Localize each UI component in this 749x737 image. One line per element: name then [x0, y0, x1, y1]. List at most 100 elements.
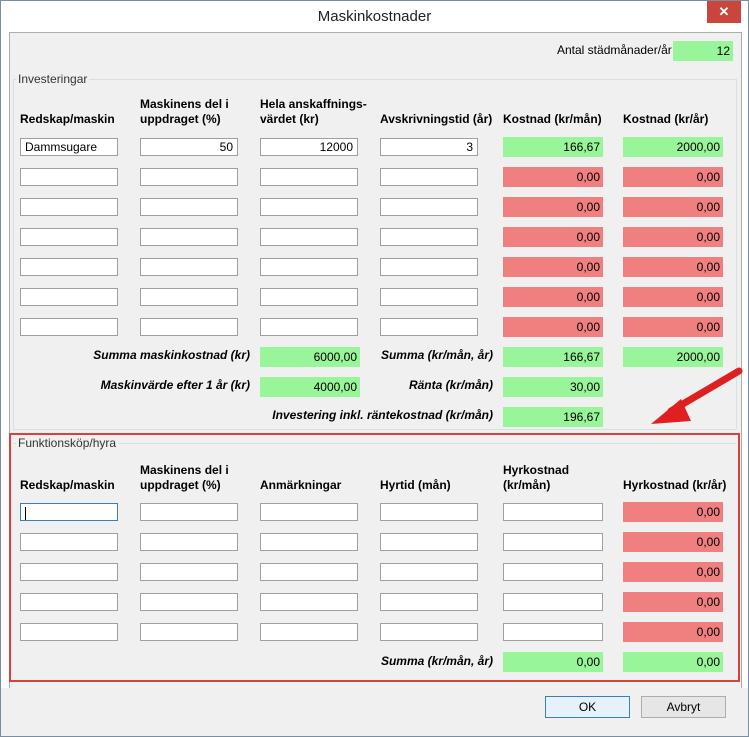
- rent-cost-input[interactable]: [503, 563, 603, 581]
- inv-years-input[interactable]: [380, 168, 478, 186]
- rent-header-notes: Anmärkningar: [260, 478, 342, 492]
- inv-share-input[interactable]: [140, 168, 238, 186]
- ok-button[interactable]: OK: [545, 696, 630, 718]
- inv-header-per-month: Kostnad (kr/mån): [503, 112, 602, 126]
- rent-sum-year: 0,00: [623, 652, 723, 672]
- inv-share-input[interactable]: [140, 288, 238, 306]
- inv-years-input[interactable]: [380, 318, 478, 336]
- total-label: Investering inkl. räntekostnad (kr/mån): [272, 408, 493, 422]
- inv-header-tool: Redskap/maskin: [20, 112, 115, 126]
- rent-cost-input[interactable]: [503, 623, 603, 641]
- inv-years-input[interactable]: [380, 138, 478, 156]
- inv-header-value: Hela anskaffnings-värdet (kr): [260, 97, 367, 126]
- rent-notes-input[interactable]: [260, 503, 358, 521]
- rent-notes-input[interactable]: [260, 593, 358, 611]
- inv-header-share: Maskinens del i uppdraget (%): [140, 97, 229, 126]
- inv-per-month-value: 0,00: [503, 227, 603, 247]
- annotation-box: [9, 433, 740, 682]
- inv-per-month-value: 0,00: [503, 317, 603, 337]
- close-icon[interactable]: ✕: [707, 1, 741, 23]
- rent-header-per-year: Hyrkostnad (kr/år): [623, 478, 727, 492]
- inv-per-year-value: 0,00: [623, 287, 723, 307]
- inv-value-input[interactable]: [260, 138, 358, 156]
- rent-per-year-value: 0,00: [623, 592, 723, 612]
- rent-tool-input[interactable]: [20, 623, 118, 641]
- inv-per-year-value: 2000,00: [623, 137, 723, 157]
- rent-header-share: Maskinens del i uppdraget (%): [140, 463, 229, 492]
- inv-sum-label: Summa (kr/mån, år): [380, 348, 493, 362]
- rent-tool-input[interactable]: [20, 593, 118, 611]
- inv-tool-input[interactable]: [20, 138, 118, 156]
- inv-per-month-value: 0,00: [503, 167, 603, 187]
- rent-cost-input[interactable]: [503, 503, 603, 521]
- inv-share-input[interactable]: [140, 318, 238, 336]
- button-bar: OK Avbryt: [1, 688, 748, 736]
- rent-cost-input[interactable]: [503, 533, 603, 551]
- rent-period-input[interactable]: [380, 563, 478, 581]
- inv-value-input[interactable]: [260, 258, 358, 276]
- inv-share-input[interactable]: [140, 138, 238, 156]
- rent-per-year-value: 0,00: [623, 532, 723, 552]
- machine-value-label: Maskinvärde efter 1 år (kr): [100, 378, 250, 392]
- inv-tool-input[interactable]: [20, 198, 118, 216]
- rent-period-input[interactable]: [380, 593, 478, 611]
- interest-value: 30,00: [503, 377, 603, 397]
- rent-share-input[interactable]: [140, 503, 238, 521]
- rent-tool-input[interactable]: [20, 533, 118, 551]
- rent-tool-input[interactable]: [20, 503, 118, 521]
- rent-period-input[interactable]: [380, 503, 478, 521]
- rent-notes-input[interactable]: [260, 563, 358, 581]
- inv-per-year-value: 0,00: [623, 167, 723, 187]
- rent-notes-input[interactable]: [260, 623, 358, 641]
- sum-machine-value: 6000,00: [260, 347, 360, 367]
- inv-share-input[interactable]: [140, 228, 238, 246]
- rent-share-input[interactable]: [140, 623, 238, 641]
- inv-years-input[interactable]: [380, 228, 478, 246]
- rent-cost-input[interactable]: [503, 593, 603, 611]
- inv-value-input[interactable]: [260, 228, 358, 246]
- inv-tool-input[interactable]: [20, 318, 118, 336]
- rent-share-input[interactable]: [140, 563, 238, 581]
- interest-label: Ränta (kr/mån): [408, 378, 493, 392]
- rent-per-year-value: 0,00: [623, 502, 723, 522]
- rent-share-input[interactable]: [140, 593, 238, 611]
- rent-per-year-value: 0,00: [623, 622, 723, 642]
- inv-years-input[interactable]: [380, 258, 478, 276]
- inv-per-month-value: 0,00: [503, 197, 603, 217]
- inv-value-input[interactable]: [260, 318, 358, 336]
- rent-header-period: Hyrtid (mån): [380, 478, 451, 492]
- inv-value-input[interactable]: [260, 168, 358, 186]
- rent-period-input[interactable]: [380, 533, 478, 551]
- rent-notes-input[interactable]: [260, 533, 358, 551]
- inv-years-input[interactable]: [380, 198, 478, 216]
- inv-per-month-value: 166,67: [503, 137, 603, 157]
- machine-value: 4000,00: [260, 377, 360, 397]
- inv-sum-year: 2000,00: [623, 347, 723, 367]
- inv-years-input[interactable]: [380, 288, 478, 306]
- rent-share-input[interactable]: [140, 533, 238, 551]
- inv-sum-month: 166,67: [503, 347, 603, 367]
- inv-tool-input[interactable]: [20, 258, 118, 276]
- rental-group-title: Funktionsköp/hyra: [16, 436, 119, 450]
- rent-header-per-month: Hyrkostnad (kr/mån): [503, 463, 570, 492]
- inv-per-year-value: 0,00: [623, 317, 723, 337]
- inv-share-input[interactable]: [140, 258, 238, 276]
- window-title: Maskinkostnader: [317, 8, 432, 25]
- sum-machine-label: Summa maskinkostnad (kr): [93, 348, 250, 362]
- inv-per-month-value: 0,00: [503, 257, 603, 277]
- rent-sum-label: Summa (kr/mån, år): [380, 654, 493, 668]
- inv-share-input[interactable]: [140, 198, 238, 216]
- inv-tool-input[interactable]: [20, 168, 118, 186]
- client-area: Antal städmånader/år 12 Investeringar Re…: [9, 32, 742, 689]
- inv-tool-input[interactable]: [20, 228, 118, 246]
- investments-group-title: Investeringar: [16, 72, 90, 86]
- rent-per-year-value: 0,00: [623, 562, 723, 582]
- rent-period-input[interactable]: [380, 623, 478, 641]
- rent-tool-input[interactable]: [20, 563, 118, 581]
- inv-value-input[interactable]: [260, 198, 358, 216]
- inv-value-input[interactable]: [260, 288, 358, 306]
- cancel-button[interactable]: Avbryt: [641, 696, 726, 718]
- rent-header-tool: Redskap/maskin: [20, 478, 115, 492]
- inv-tool-input[interactable]: [20, 288, 118, 306]
